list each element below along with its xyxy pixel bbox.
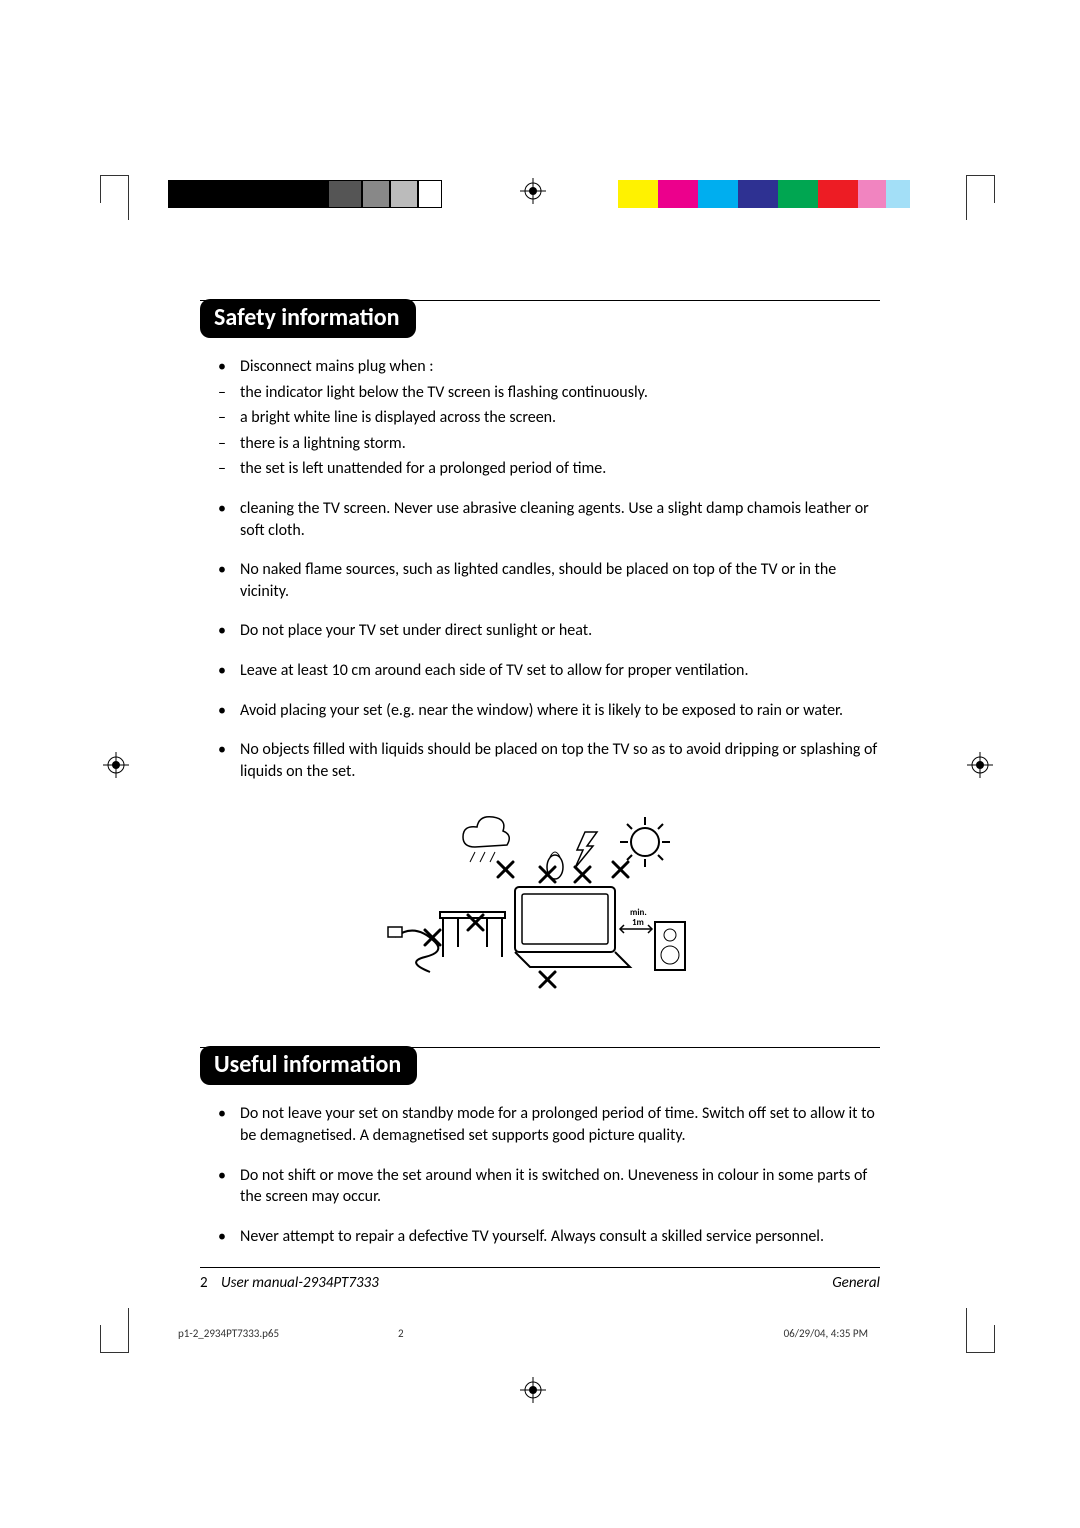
footer-left: 2 User manual-2934PT7333 <box>200 1274 379 1292</box>
prepress-imprint: p1-2_2934PT7333.p65 2 06/29/04, 4:35 PM <box>178 1327 898 1340</box>
color-swatch <box>328 180 362 208</box>
list-item: Disconnect mains plug when : <box>240 356 880 378</box>
page-footer: 2 User manual-2934PT7333 General <box>200 1274 880 1292</box>
crop-mark <box>967 175 995 203</box>
crop-mark <box>100 175 128 203</box>
color-swatch <box>208 180 248 208</box>
color-swatch <box>886 180 910 208</box>
color-swatch <box>618 180 658 208</box>
section-title-useful: Useful information <box>200 1046 417 1085</box>
color-swatch <box>168 180 208 208</box>
list-item: Leave at least 10 cm around each side of… <box>240 660 880 682</box>
color-swatch <box>390 180 418 208</box>
color-swatch <box>818 180 858 208</box>
crop-mark <box>100 1325 128 1353</box>
grayscale-color-bar <box>168 180 442 208</box>
list-item: Never attempt to repair a defective TV y… <box>240 1226 880 1248</box>
list-item: Do not shift or move the set around when… <box>240 1165 880 1208</box>
imprint-datetime: 06/29/04, 4:35 PM <box>598 1327 898 1340</box>
crop-mark <box>128 1308 138 1353</box>
registration-mark-icon <box>520 178 546 204</box>
illustration-1m-label: 1m <box>632 917 644 928</box>
manual-title: User manual-2934PT7333 <box>221 1274 379 1292</box>
list-item: Do not leave your set on standby mode fo… <box>240 1103 880 1146</box>
imprint-file: p1-2_2934PT7333.p65 <box>178 1327 398 1340</box>
list-item: the indicator light below the TV screen … <box>240 382 880 404</box>
safety-illustration: min. 1m <box>200 807 880 997</box>
section-title-safety: Safety information <box>200 299 416 338</box>
color-swatch <box>248 180 288 208</box>
footer-section: General <box>832 1274 880 1292</box>
registration-mark-icon <box>103 752 129 778</box>
crop-mark <box>957 1308 967 1353</box>
color-swatch <box>858 180 886 208</box>
color-swatch <box>738 180 778 208</box>
safety-bullet-list: Disconnect mains plug when : the indicato… <box>200 356 880 782</box>
page-number: 2 <box>200 1274 208 1292</box>
color-swatch <box>658 180 698 208</box>
list-item: No naked flame sources, such as lighted … <box>240 559 880 602</box>
registration-mark-icon <box>967 752 993 778</box>
color-swatch <box>288 180 328 208</box>
crop-mark <box>967 1325 995 1353</box>
list-item: No objects filled with liquids should be… <box>240 739 880 782</box>
color-swatch <box>418 180 442 208</box>
list-item: a bright white line is displayed across … <box>240 407 880 429</box>
useful-bullet-list: Do not leave your set on standby mode fo… <box>200 1103 880 1247</box>
list-item: Do not place your TV set under direct su… <box>240 620 880 642</box>
list-item: cleaning the TV screen. Never use abrasi… <box>240 498 880 541</box>
color-swatch <box>778 180 818 208</box>
crop-mark <box>128 175 138 220</box>
process-color-bar <box>618 180 910 208</box>
page-content: Safety information Disconnect mains plug… <box>200 300 880 1292</box>
crop-mark <box>957 175 967 220</box>
imprint-sheet: 2 <box>398 1327 598 1340</box>
color-swatch <box>362 180 390 208</box>
color-swatch <box>698 180 738 208</box>
list-item: Avoid placing your set (e.g. near the wi… <box>240 700 880 722</box>
registration-mark-icon <box>520 1377 546 1403</box>
list-item: there is a lightning storm. <box>240 433 880 455</box>
list-item: the set is left unattended for a prolong… <box>240 458 880 480</box>
footer-rule <box>200 1267 880 1268</box>
